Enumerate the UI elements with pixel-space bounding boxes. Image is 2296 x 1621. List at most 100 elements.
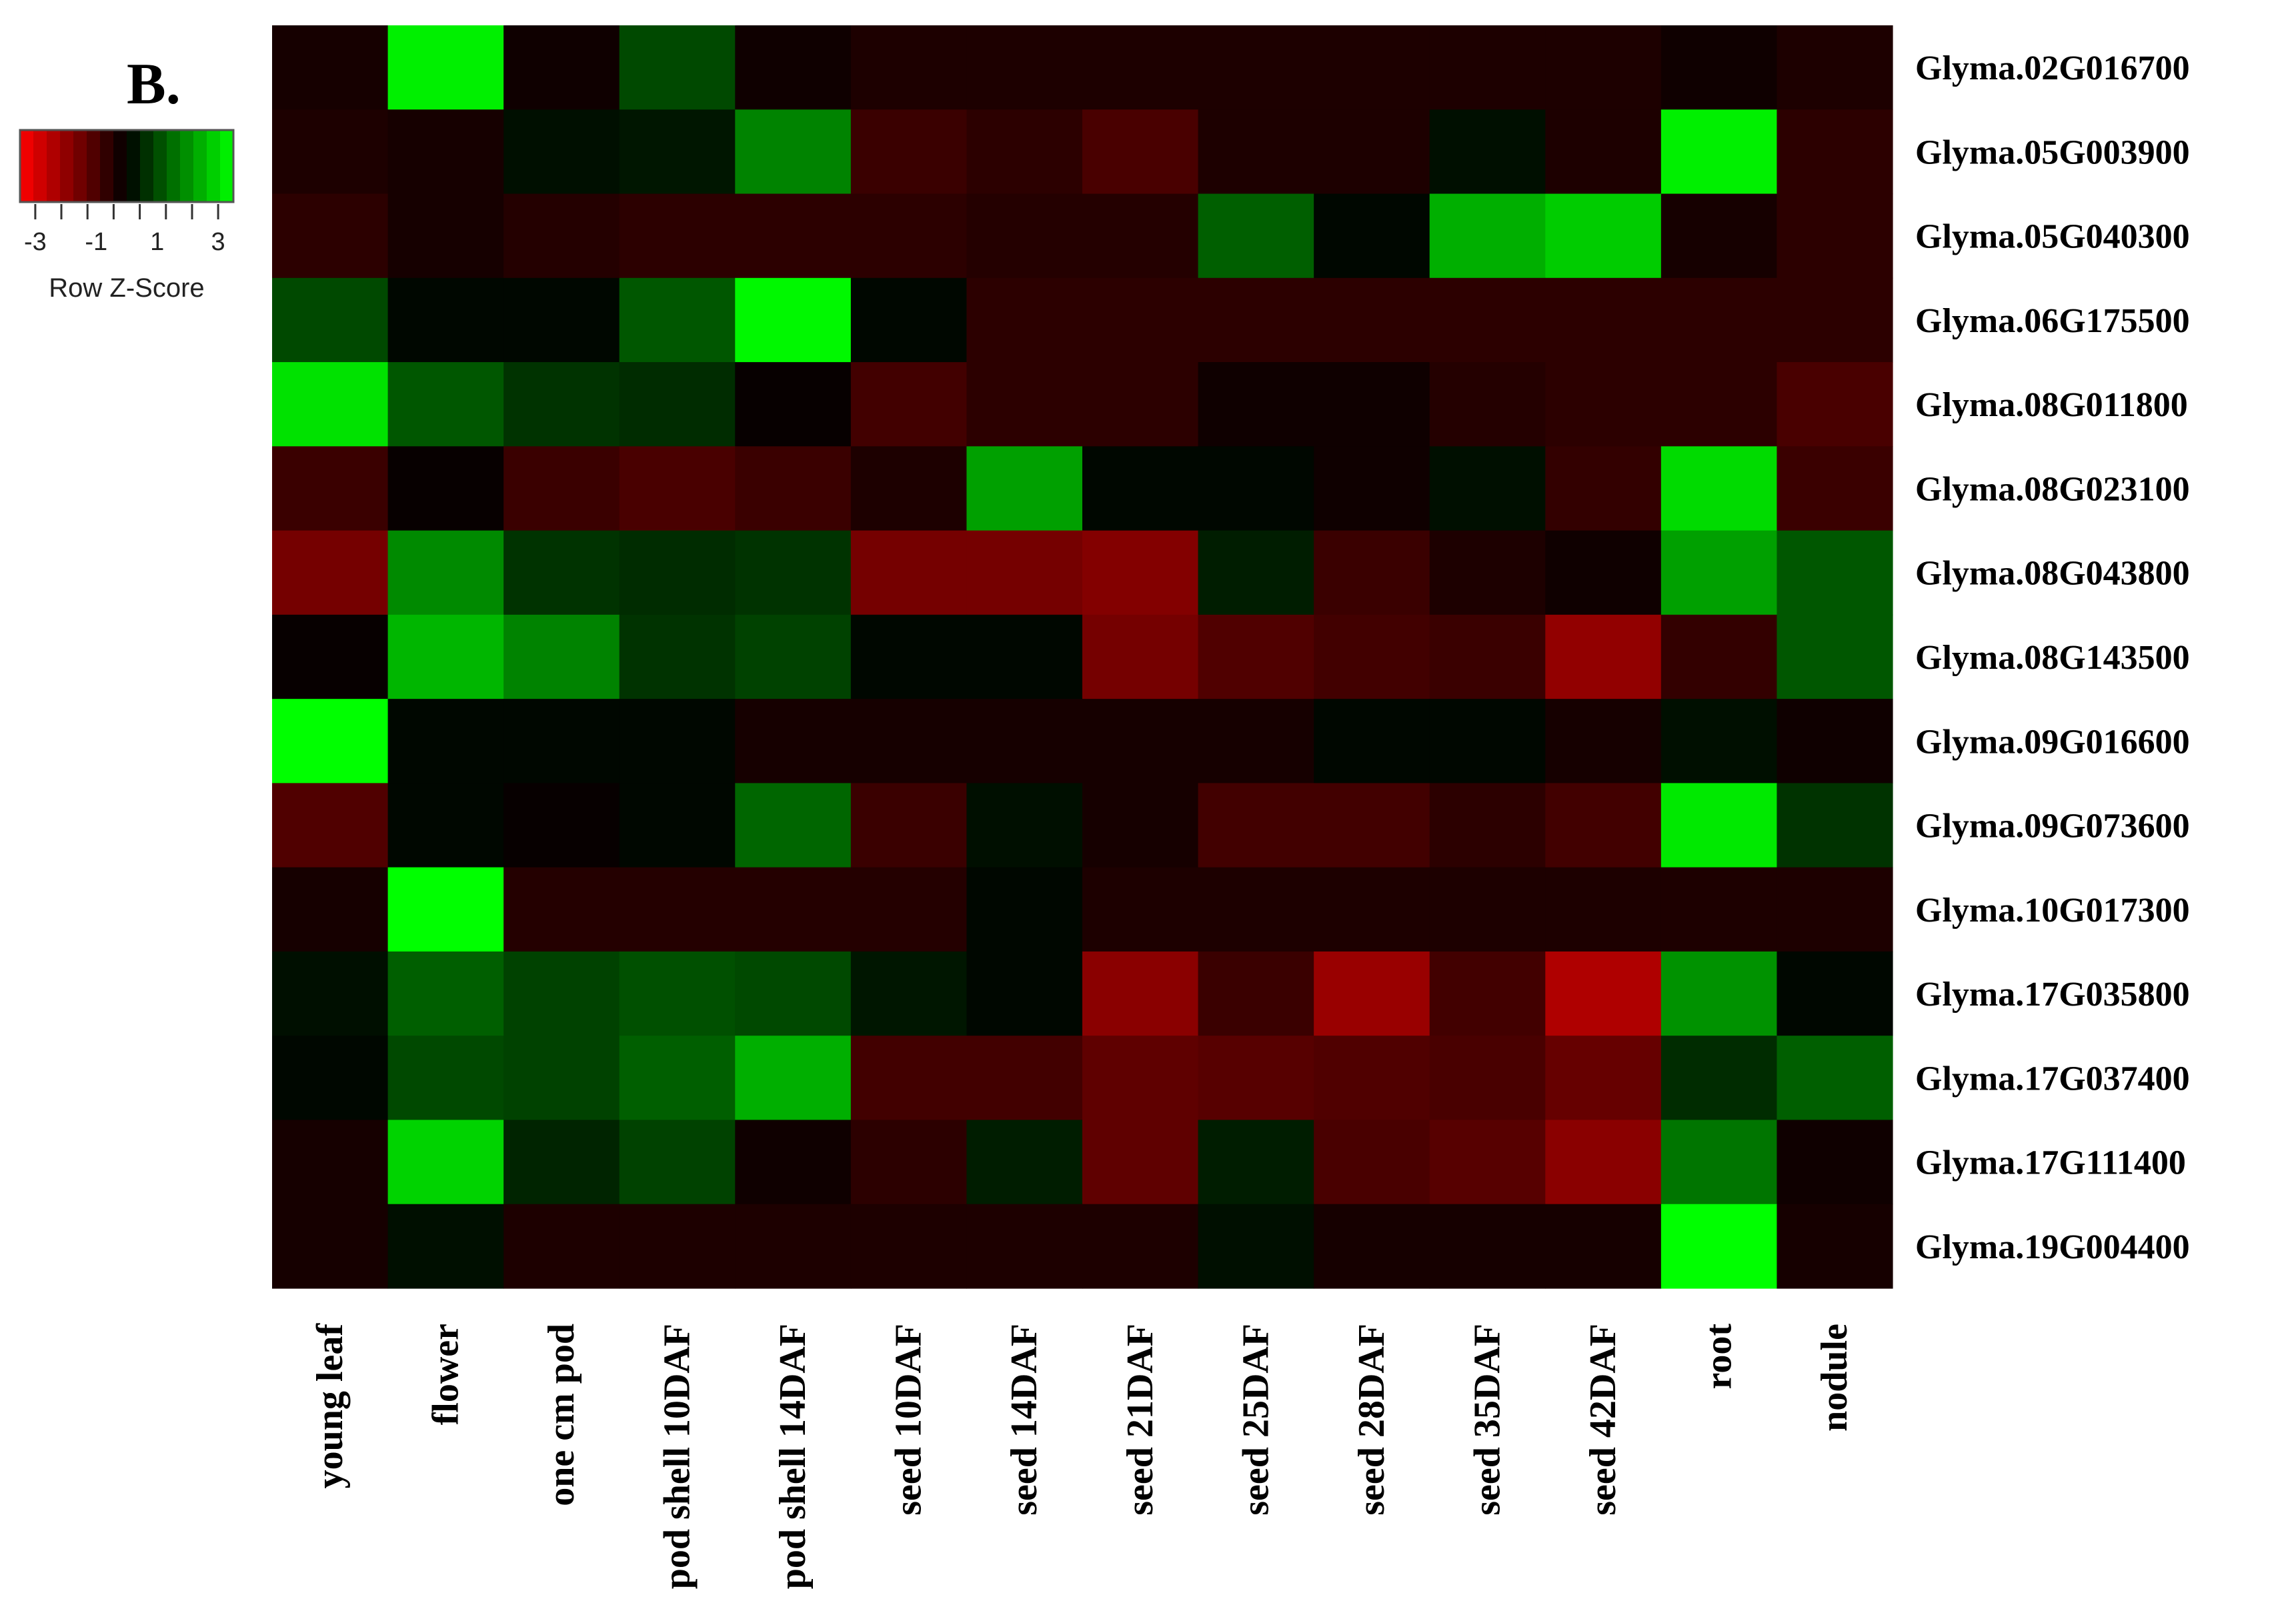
color-key-swatch (73, 130, 87, 202)
heatmap-cell (503, 193, 620, 279)
heatmap-cell (1198, 277, 1314, 363)
heatmap-cell (387, 277, 504, 363)
heatmap-cell (1660, 446, 1778, 531)
column-label: root (1698, 1324, 1740, 1390)
heatmap-cell (503, 783, 620, 868)
heatmap-cell (1198, 530, 1314, 615)
heatmap-cell (1429, 951, 1546, 1036)
heatmap-cell (1429, 109, 1546, 195)
heatmap-cell (1314, 530, 1430, 615)
heatmap-cell (619, 867, 736, 952)
heatmap-cell (1777, 109, 1893, 195)
column-label: seed 14DAF (1004, 1324, 1045, 1516)
heatmap-cell (619, 1036, 736, 1121)
heatmap-cell (735, 530, 852, 615)
row-label: Glyma.08G011800 (1915, 386, 2188, 424)
heatmap-cell (735, 614, 852, 699)
color-key-swatch (167, 130, 181, 202)
heatmap-cell (503, 109, 620, 195)
heatmap-cell (850, 530, 968, 615)
heatmap-cell (966, 277, 1083, 363)
row-label: Glyma.09G073600 (1915, 807, 2190, 846)
heatmap-cell (1545, 277, 1662, 363)
heatmap-cell (619, 614, 736, 699)
heatmap-cell (1545, 1120, 1662, 1205)
heatmap-cell (1429, 783, 1546, 868)
color-key-tick-label: 1 (150, 228, 164, 256)
row-label: Glyma.08G023100 (1915, 471, 2190, 509)
heatmap-cell (272, 951, 389, 1036)
heatmap-cell (1429, 25, 1546, 110)
heatmap-cell (272, 783, 389, 868)
row-label: Glyma.10G017300 (1915, 892, 2190, 930)
heatmap-cell (619, 783, 736, 868)
heatmap-cell (387, 1204, 504, 1289)
heatmap-cell (1545, 25, 1662, 110)
heatmap-cell (1082, 530, 1199, 615)
heatmap-cell (387, 1120, 504, 1205)
heatmap-cell (1314, 109, 1430, 195)
heatmap-cell (1198, 362, 1314, 447)
heatmap-cell (966, 867, 1083, 952)
heatmap-cell (272, 446, 389, 531)
column-label: pod shell 10DAF (657, 1324, 698, 1589)
color-key-swatch (60, 130, 74, 202)
heatmap-cell (966, 193, 1083, 279)
heatmap-cell (503, 614, 620, 699)
heatmap-cell (1082, 25, 1199, 110)
heatmap-cell (1314, 277, 1430, 363)
heatmap-cell (1545, 446, 1662, 531)
heatmap-cell (1082, 362, 1199, 447)
heatmap-cell (966, 362, 1083, 447)
color-key-ticks: -3 -1 1 3 (24, 204, 225, 256)
heatmap-cell (1660, 783, 1778, 868)
color-key-swatch (113, 130, 127, 202)
color-key-swatch (100, 130, 114, 202)
heatmap-cell (1429, 867, 1546, 952)
heatmap-cell (1545, 530, 1662, 615)
heatmap-cell (1314, 614, 1430, 699)
heatmap-cell (966, 446, 1083, 531)
heatmap-cell (1314, 951, 1430, 1036)
heatmap-cell (1660, 614, 1778, 699)
heatmap-cell (1777, 446, 1893, 531)
heatmap-cell (619, 446, 736, 531)
heatmap-cell (1314, 1204, 1430, 1289)
heatmap-cell (735, 867, 852, 952)
column-label: one cm pod (541, 1324, 582, 1506)
row-label: Glyma.09G016600 (1915, 723, 2190, 761)
heatmap-cell (850, 951, 968, 1036)
heatmap-cell (966, 699, 1083, 783)
heatmap-cell (503, 362, 620, 447)
column-label: seed 42DAF (1582, 1324, 1624, 1516)
heatmap-cell (1429, 530, 1546, 615)
row-label: Glyma.06G175500 (1915, 302, 2190, 340)
heatmap-cell (850, 1036, 968, 1121)
color-key-swatch (140, 130, 154, 202)
color-key-swatch (193, 130, 207, 202)
heatmap-cell (619, 109, 736, 195)
heatmap-cell (1660, 193, 1778, 279)
heatmap-cell (272, 1204, 389, 1289)
heatmap-cell (503, 951, 620, 1036)
heatmap-cell (850, 109, 968, 195)
column-label: seed 25DAF (1235, 1324, 1276, 1516)
heatmap-cell (503, 867, 620, 952)
heatmap-cell (966, 614, 1083, 699)
heatmap-cell (850, 699, 968, 783)
heatmap-cell (850, 867, 968, 952)
heatmap-cell (735, 277, 852, 363)
heatmap-cell (387, 783, 504, 868)
heatmap-cell (1545, 1036, 1662, 1121)
color-key-tick-label: -3 (24, 228, 47, 256)
heatmap-cell (1082, 867, 1199, 952)
heatmap-cell (1198, 25, 1314, 110)
heatmap-cell (1082, 277, 1199, 363)
heatmap-cell (272, 614, 389, 699)
heatmap-cell (387, 446, 504, 531)
heatmap-cell (1660, 699, 1778, 783)
heatmap-cell (619, 1120, 736, 1205)
heatmap-cell (272, 109, 389, 195)
column-label: flower (425, 1324, 466, 1425)
